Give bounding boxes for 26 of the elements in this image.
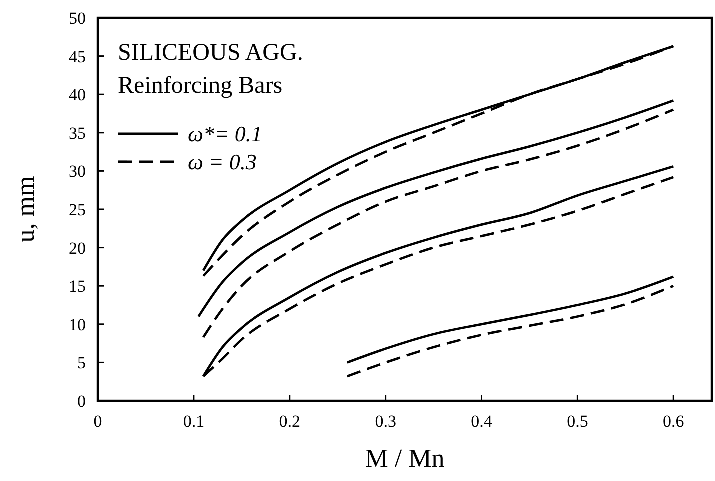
x-tick-label: 0.3 [375,412,396,431]
x-tick-label: 0 [94,412,102,431]
y-tick-label: 10 [69,315,86,334]
legend-label: ω*= 0.1 [188,122,262,147]
y-tick-label: 0 [78,392,86,411]
y-tick-label: 40 [69,86,86,105]
y-tick-label: 30 [69,162,86,182]
annotation: Reinforcing Bars [118,73,283,99]
x-tick-label: 0.4 [471,412,493,431]
x-tick-label: 0.1 [183,412,205,431]
y-tick-label: 25 [69,200,86,220]
x-tick-label: 0.5 [567,412,588,431]
line-series [346,284,675,378]
y-tick-label: 35 [69,124,86,143]
y-tick-label: 20 [69,238,86,258]
y-tick-label: 15 [69,277,86,296]
x-tick-label: 0.2 [279,412,300,431]
line-series [346,276,675,364]
x-tick-label: 0.6 [663,412,684,431]
annotation: SILICEOUS AGG. [118,40,304,66]
y-tick-label: 5 [78,354,86,373]
y-tick-label: 50 [69,8,86,28]
legend-label: ω = 0.3 [188,150,257,175]
y-tick-label: 45 [69,47,86,66]
x-axis-title: M / Mn [365,444,445,473]
y-axis-title: u, mm [11,176,40,243]
